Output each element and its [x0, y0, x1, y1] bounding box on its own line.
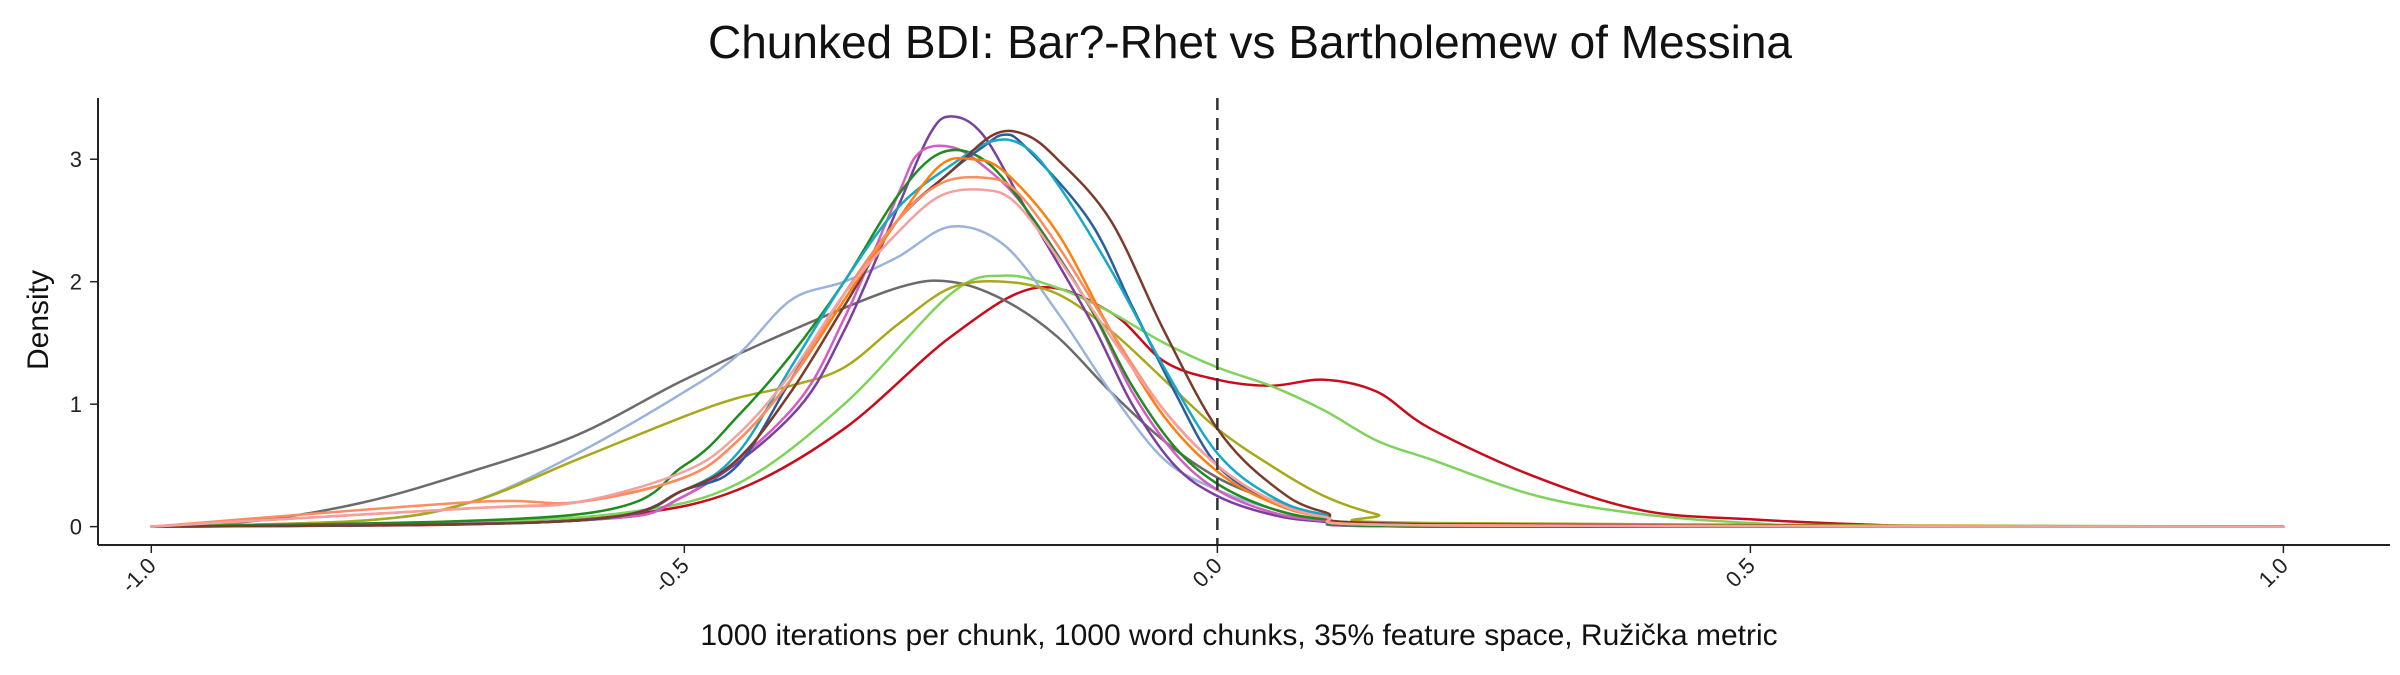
- chart-title: Chunked BDI: Bar?-Rhet vs Bartholemew of…: [708, 16, 1792, 68]
- y-tick-label: 1: [70, 392, 82, 417]
- x-axis-ticks: -1.0 -0.5 0.0 0.5 1.0: [116, 545, 2293, 597]
- y-tick-label: 2: [70, 270, 82, 295]
- x-tick-label: -0.5: [649, 553, 693, 597]
- x-axis-label: 1000 iterations per chunk, 1000 word chu…: [700, 619, 1777, 652]
- density-curve: [150, 129, 2285, 528]
- y-tick-label: 0: [70, 515, 82, 540]
- density-curve: [150, 148, 2285, 528]
- x-tick-label: 0.0: [1188, 553, 1227, 592]
- y-axis-ticks: 0 1 2 3: [70, 147, 98, 540]
- y-tick-label: 3: [70, 147, 82, 172]
- x-tick-label: 0.5: [1721, 553, 1760, 592]
- density-curve: [150, 279, 2285, 528]
- x-tick-label: 1.0: [2254, 553, 2293, 592]
- density-curve: [150, 285, 2285, 528]
- x-tick-label: -1.0: [116, 553, 160, 597]
- y-axis-label: Density: [22, 270, 55, 370]
- density-curve: [150, 274, 2285, 528]
- series-layer: [150, 115, 2285, 528]
- density-curve: [150, 188, 2285, 528]
